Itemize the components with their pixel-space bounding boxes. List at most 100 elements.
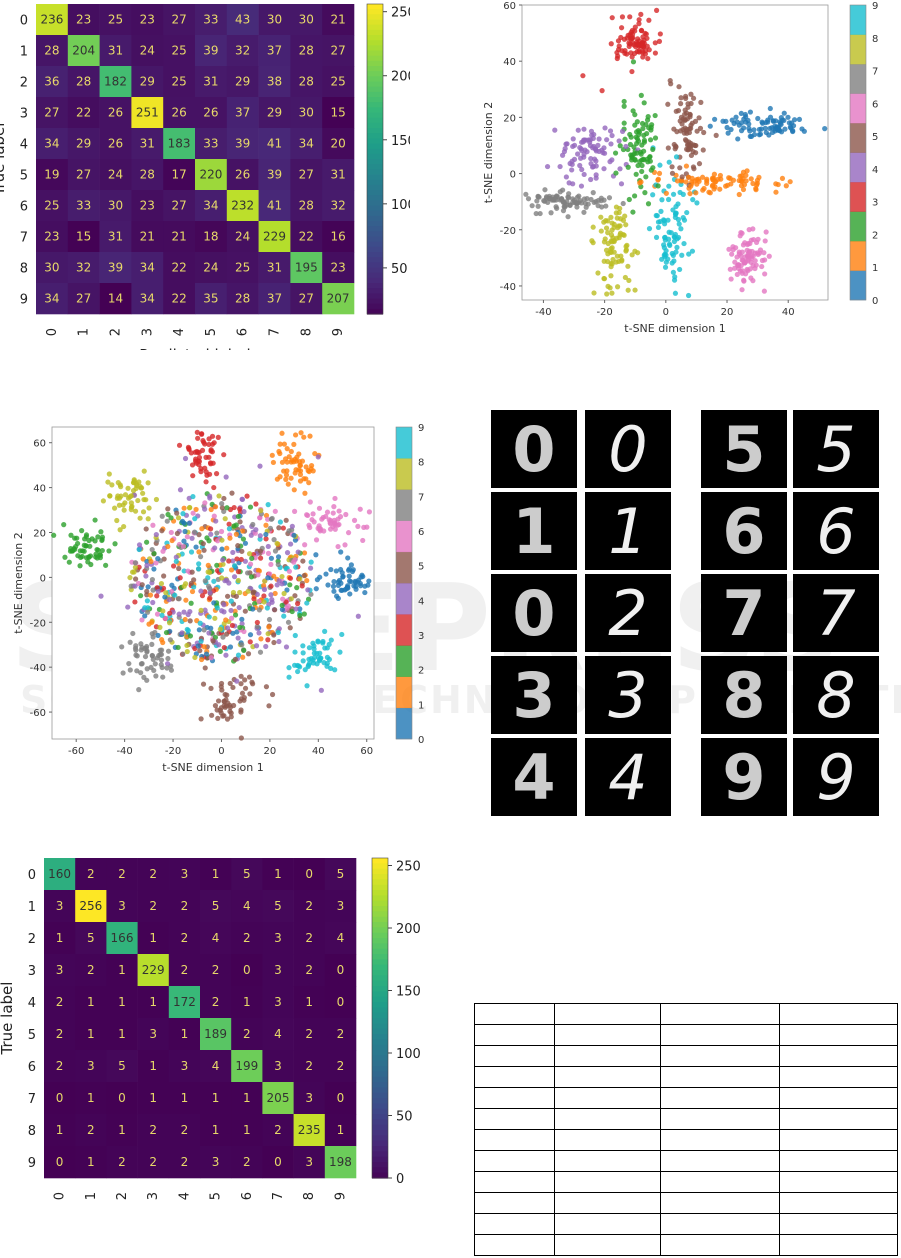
scatter-point xyxy=(220,713,226,719)
scatter-point xyxy=(122,492,129,498)
y-tick-label: 7 xyxy=(20,231,28,246)
cell-value: 28 xyxy=(299,44,314,58)
scatter-point xyxy=(311,643,317,649)
scatter-point xyxy=(138,670,144,676)
cell-value: 198 xyxy=(329,1155,352,1169)
table-cell xyxy=(778,1192,899,1214)
scatter-point xyxy=(781,110,787,116)
colorbar-segment xyxy=(850,182,866,212)
matrix-cell xyxy=(290,128,323,160)
matrix-cell xyxy=(44,890,76,923)
colorbar-segment xyxy=(367,272,383,279)
cell-value: 21 xyxy=(171,230,186,244)
scatter-point xyxy=(209,441,216,447)
scatter-point xyxy=(533,210,539,217)
scatter-point xyxy=(600,150,606,156)
cell-value: 30 xyxy=(299,106,314,120)
colorbar-tick-label: 0 xyxy=(396,1172,404,1187)
scatter-point xyxy=(189,535,195,541)
scatter-point xyxy=(99,537,105,544)
cell-value: 5 xyxy=(274,899,282,913)
scatter-point xyxy=(306,522,312,528)
matrix-cell xyxy=(258,221,291,253)
confusion-matrix-top: 236 23 25 23 27 33 43 30 30 21 28 204 31 24 25 39 32 37 28… xyxy=(0,0,416,364)
scatter-point xyxy=(304,512,310,518)
scatter-point xyxy=(763,229,769,235)
matrix-cell xyxy=(195,190,228,222)
scatter-point xyxy=(265,631,271,637)
scatter-point xyxy=(613,204,620,210)
x-axis-label: t-SNE dimension 1 xyxy=(624,322,725,335)
scatter-point xyxy=(560,187,566,193)
x-tick-label: 9 xyxy=(331,328,346,336)
matrix-cell xyxy=(293,1146,326,1179)
scatter-point xyxy=(743,119,749,125)
scatter-point xyxy=(150,599,156,606)
scatter-point xyxy=(315,454,321,460)
cell-value: 4 xyxy=(274,1027,282,1041)
cell-value: 160 xyxy=(48,867,71,881)
matrix-cell xyxy=(262,922,294,955)
scatter-point xyxy=(149,546,155,553)
cell-value: 0 xyxy=(337,995,345,1009)
cell-value: 39 xyxy=(108,261,123,275)
scatter-point xyxy=(246,674,253,680)
matrix-cell xyxy=(163,252,196,284)
scatter-point xyxy=(165,511,171,518)
scatter-point xyxy=(232,612,239,618)
scatter-point xyxy=(289,608,295,615)
cell-value: 1 xyxy=(149,1059,157,1073)
cell-value: 28 xyxy=(299,199,314,213)
scatter-point xyxy=(663,190,669,196)
table-cell xyxy=(778,1234,899,1256)
colorbar-segment xyxy=(372,932,388,939)
colorbar-segment xyxy=(367,122,383,129)
scatter-point xyxy=(287,541,294,547)
scatter-point xyxy=(773,181,779,187)
cell-value: 3 xyxy=(149,1027,157,1041)
scatter-point xyxy=(604,137,610,143)
scatter-point xyxy=(228,567,235,573)
scatter-point xyxy=(667,77,673,84)
matrix-cell xyxy=(226,190,259,222)
scatter-point xyxy=(623,247,629,253)
scatter-point xyxy=(358,583,364,589)
scatter-point xyxy=(146,621,152,627)
scatter-point xyxy=(634,150,640,156)
colorbar-segment xyxy=(372,970,388,976)
scatter-point xyxy=(297,462,303,469)
scatter-point xyxy=(590,224,596,230)
matrix-cell xyxy=(200,1018,232,1051)
scatter-point xyxy=(598,214,604,220)
cell-value: 5 xyxy=(87,931,95,945)
scatter-point xyxy=(310,511,316,517)
matrix-cell xyxy=(44,858,76,891)
cell-value: 30 xyxy=(44,261,59,275)
colorbar-segment xyxy=(850,241,866,271)
scatter-point xyxy=(696,115,702,121)
scatter-point xyxy=(707,123,713,129)
scatter-point xyxy=(632,28,638,34)
y-tick-label: 7 xyxy=(28,1092,36,1107)
table-row xyxy=(473,1213,899,1235)
scatter-point xyxy=(81,548,87,554)
scatter-point xyxy=(132,599,138,605)
matrix-cell xyxy=(262,890,294,923)
table-row xyxy=(473,1024,899,1046)
scatter-point xyxy=(125,485,131,491)
scatter-point xyxy=(229,622,236,629)
scatter-point xyxy=(190,493,196,500)
x-tick-label: 8 xyxy=(299,328,314,336)
scatter-point xyxy=(609,290,615,296)
cell-value: 1 xyxy=(181,1027,189,1041)
scatter-point xyxy=(176,611,182,617)
scatter-point xyxy=(235,635,241,641)
scatter-point xyxy=(713,132,719,138)
scatter-point xyxy=(125,604,131,610)
cell-value: 3 xyxy=(337,899,345,913)
scatter-point xyxy=(295,549,301,555)
matrix-cell xyxy=(231,1018,263,1051)
scatter-point xyxy=(227,644,234,650)
scatter-point xyxy=(652,112,658,119)
scatter-point xyxy=(655,176,661,182)
